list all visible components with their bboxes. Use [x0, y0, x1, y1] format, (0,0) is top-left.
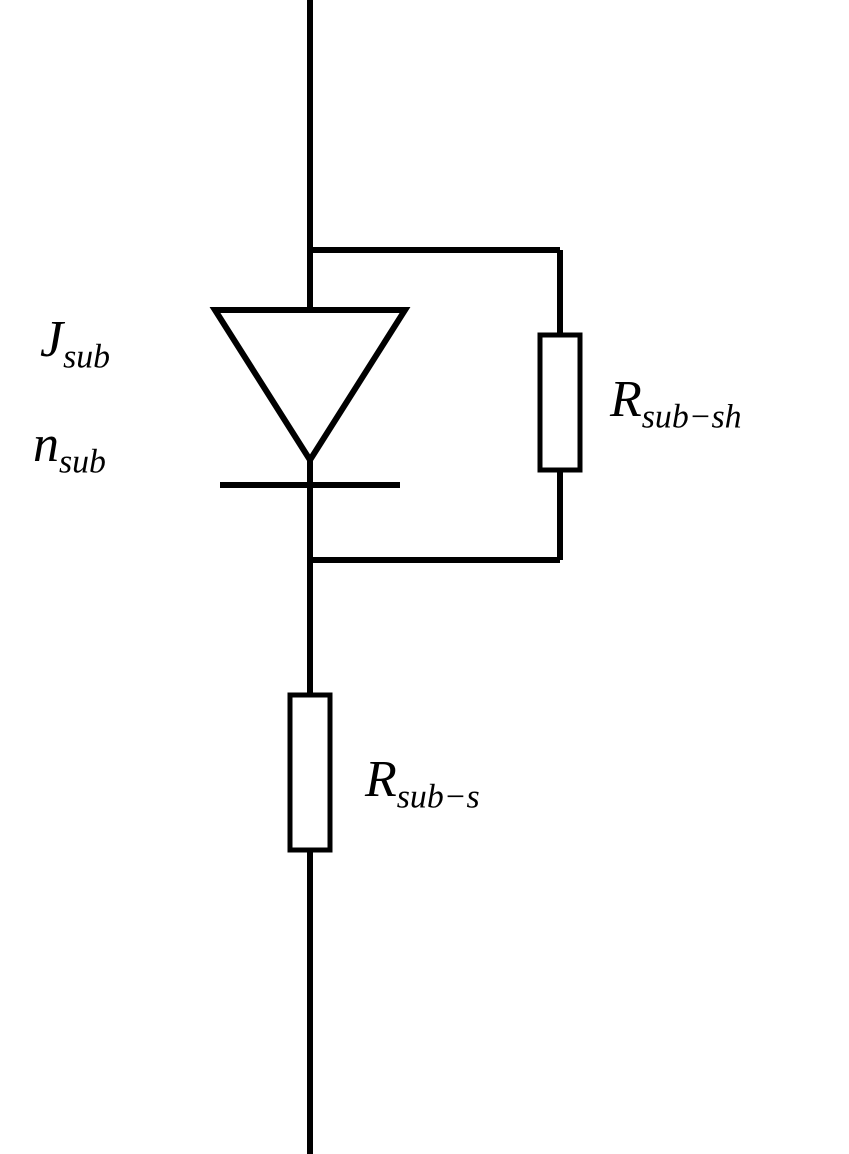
- r-series-main: R: [365, 751, 397, 808]
- r-series-sub: sub−s: [397, 778, 480, 815]
- j-sub: sub: [63, 338, 110, 375]
- label-r-series: Rsub−s: [365, 750, 480, 816]
- n-sub: sub: [59, 443, 106, 480]
- label-j-sub: Jsub: [40, 310, 110, 376]
- r-shunt-sub: sub−sh: [642, 398, 742, 435]
- circuit-diagram: Jsub nsub Rsub−sh Rsub−s: [0, 0, 849, 1154]
- n-main: n: [33, 416, 59, 473]
- j-main: J: [40, 311, 63, 368]
- circuit-svg: [0, 0, 849, 1154]
- label-r-shunt: Rsub−sh: [610, 370, 742, 436]
- label-n-sub: nsub: [33, 415, 106, 481]
- r-shunt-main: R: [610, 371, 642, 428]
